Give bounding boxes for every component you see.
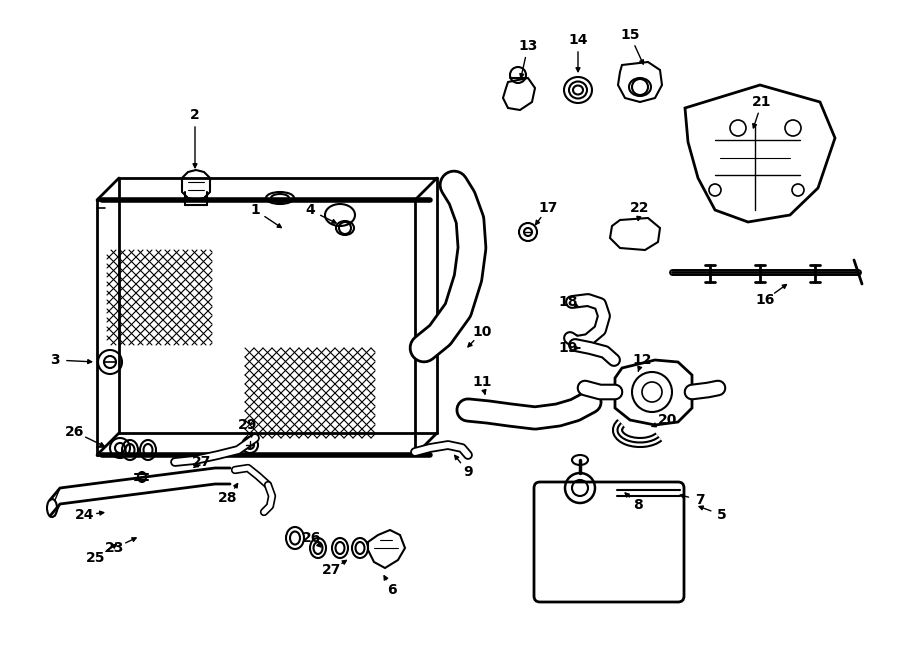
Polygon shape [503,78,535,110]
Polygon shape [615,360,692,425]
Text: 9: 9 [464,465,472,479]
Text: 13: 13 [518,39,537,53]
Text: 15: 15 [620,28,640,42]
Text: 24: 24 [76,508,94,522]
Polygon shape [182,170,210,200]
Text: 28: 28 [218,491,238,505]
Text: 1: 1 [250,203,260,217]
Text: 2: 2 [190,108,200,122]
Text: 23: 23 [105,541,125,555]
Text: 4: 4 [305,203,315,217]
Text: 8: 8 [633,498,643,512]
FancyBboxPatch shape [534,482,684,602]
Text: 29: 29 [238,418,257,432]
Text: 25: 25 [86,551,106,565]
Text: 27: 27 [193,455,212,469]
Polygon shape [610,218,660,250]
Text: 16: 16 [755,293,775,307]
Text: 26: 26 [302,531,321,545]
Text: 21: 21 [752,95,772,109]
Text: 6: 6 [387,583,397,597]
Polygon shape [618,62,662,102]
Polygon shape [685,85,835,222]
Text: 20: 20 [658,413,678,427]
Text: 14: 14 [568,33,588,47]
Text: 10: 10 [472,325,491,339]
Text: 12: 12 [632,353,652,367]
Text: 5: 5 [717,508,727,522]
Text: 18: 18 [558,295,578,309]
Text: 26: 26 [66,425,85,439]
Text: 22: 22 [630,201,650,215]
Text: 3: 3 [50,353,59,367]
Text: 7: 7 [695,493,705,507]
Text: 19: 19 [558,341,578,355]
Polygon shape [368,530,405,568]
Text: 27: 27 [322,563,342,577]
Text: 11: 11 [472,375,491,389]
Text: 17: 17 [538,201,558,215]
